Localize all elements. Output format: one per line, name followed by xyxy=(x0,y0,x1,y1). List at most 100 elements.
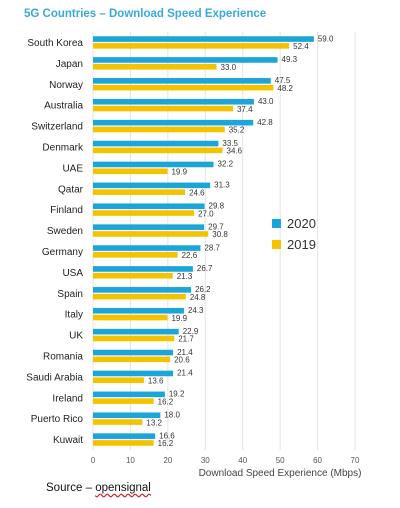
legend-swatch xyxy=(272,219,281,228)
category-label: Japan xyxy=(56,59,83,70)
category-label: Puerto Rico xyxy=(31,414,84,425)
bar-2020 xyxy=(93,161,214,168)
bar-2019 xyxy=(93,168,168,175)
bar-2020 xyxy=(93,78,271,84)
value-label-2020: 21.4 xyxy=(177,369,193,378)
bar-2020 xyxy=(93,182,211,189)
bar-2020 xyxy=(93,36,314,42)
bar-2020 xyxy=(93,140,219,147)
bar-2020 xyxy=(93,266,193,272)
value-label-2019: 24.8 xyxy=(190,293,206,302)
category-label: Germany xyxy=(42,247,83,258)
bar-2020 xyxy=(93,370,174,377)
legend-label: 2019 xyxy=(287,237,316,252)
bar-2019 xyxy=(93,105,233,112)
bar-2019 xyxy=(93,84,274,91)
value-label-2019: 21.7 xyxy=(178,335,194,344)
category-label: Australia xyxy=(44,101,83,112)
x-tick-label: 70 xyxy=(351,456,360,465)
value-label-2019: 20.6 xyxy=(174,356,190,365)
source-name: opensignal xyxy=(95,482,151,494)
category-label: Denmark xyxy=(42,142,84,153)
category-label: Sweden xyxy=(47,226,83,237)
bar-2019 xyxy=(93,189,186,195)
value-label-2020: 49.3 xyxy=(282,55,298,64)
value-label-2019: 19.9 xyxy=(171,314,187,323)
category-label: UAE xyxy=(62,163,83,174)
x-tick-label: 10 xyxy=(126,456,135,465)
value-label-2019: 37.4 xyxy=(237,105,253,114)
x-tick-label: 50 xyxy=(276,456,285,465)
value-label-2020: 59.0 xyxy=(318,34,334,43)
bar-2020 xyxy=(93,328,179,335)
bar-2019 xyxy=(93,377,144,384)
x-tick-label: 60 xyxy=(313,456,322,465)
chart-title: 5G Countries – Download Speed Experience xyxy=(24,8,267,20)
category-label: UK xyxy=(69,331,83,342)
bar-2020 xyxy=(93,349,174,356)
bar-2019 xyxy=(93,419,143,425)
value-label-2020: 42.8 xyxy=(257,118,273,127)
value-label-2020: 43.0 xyxy=(258,97,274,106)
category-label: Switzerland xyxy=(31,122,83,133)
value-label-2019: 27.0 xyxy=(198,209,214,218)
bar-2019 xyxy=(93,398,154,404)
bar-2019 xyxy=(93,314,168,321)
labels: 0 10 20 30 40 50 60 70 South Korea 59.0 52.4 Japan 4… xyxy=(26,34,360,465)
category-label: Saudi Arabia xyxy=(26,372,83,383)
value-label-2020: 33.5 xyxy=(222,139,238,148)
value-label-2019: 16.2 xyxy=(158,397,174,406)
legend-swatch xyxy=(272,240,281,249)
category-label: Finland xyxy=(50,205,83,216)
value-label-2020: 26.2 xyxy=(195,285,211,294)
value-label-2019: 21.3 xyxy=(177,272,193,281)
bar-2019 xyxy=(93,272,173,279)
value-label-2019: 33.0 xyxy=(221,63,237,72)
value-label-2019: 34.6 xyxy=(227,147,243,156)
value-label-2019: 19.9 xyxy=(171,167,187,176)
category-label: Romania xyxy=(43,351,83,362)
bar-2019 xyxy=(93,43,290,49)
bar-2019 xyxy=(93,356,171,363)
bar-2019 xyxy=(93,252,178,258)
value-label-2019: 30.8 xyxy=(212,230,228,239)
category-label: Norway xyxy=(49,80,83,91)
category-label: Ireland xyxy=(52,393,83,404)
value-label-2019: 16.2 xyxy=(158,439,174,448)
bar-2020 xyxy=(93,391,165,398)
value-label-2020: 29.8 xyxy=(209,201,225,210)
bar-2019 xyxy=(93,147,223,154)
x-tick-label: 0 xyxy=(91,456,96,465)
value-label-2020: 31.3 xyxy=(214,181,230,190)
category-label: Spain xyxy=(57,289,83,300)
legend: 2020 2019 xyxy=(272,216,316,258)
bar-2020 xyxy=(93,119,254,126)
bar-2020 xyxy=(93,307,184,314)
bar-2020 xyxy=(93,412,161,419)
bar-2019 xyxy=(93,293,186,300)
bar-2020 xyxy=(93,224,205,230)
value-label-2020: 22.9 xyxy=(183,327,199,336)
value-label-2020: 47.5 xyxy=(275,76,291,85)
bar-chart: 0 10 20 30 40 50 60 70 South Korea 59.0 52.4 Japan 4… xyxy=(26,32,362,479)
legend-item-2019: 2019 xyxy=(272,237,316,252)
x-tick-label: 20 xyxy=(163,456,172,465)
bar-2019 xyxy=(93,231,209,237)
gridlines xyxy=(92,32,356,450)
bar-2020 xyxy=(93,287,192,293)
category-label: Qatar xyxy=(58,184,84,195)
value-label-2020: 21.4 xyxy=(177,348,193,357)
value-label-2020: 26.7 xyxy=(197,264,213,273)
value-label-2019: 22.6 xyxy=(182,251,198,260)
source-prefix: Source – xyxy=(46,482,96,494)
x-axis-title: Download Speed Experience (Mbps) xyxy=(199,468,362,479)
value-label-2020: 32.2 xyxy=(218,160,234,169)
value-label-2019: 13.6 xyxy=(148,376,164,385)
value-label-2019: 52.4 xyxy=(293,42,309,51)
value-label-2019: 24.6 xyxy=(189,188,205,197)
bar-2020 xyxy=(93,433,156,439)
bar-2020 xyxy=(93,57,278,63)
bars xyxy=(93,36,314,446)
legend-item-2020: 2020 xyxy=(272,216,316,231)
bar-2019 xyxy=(93,210,195,216)
